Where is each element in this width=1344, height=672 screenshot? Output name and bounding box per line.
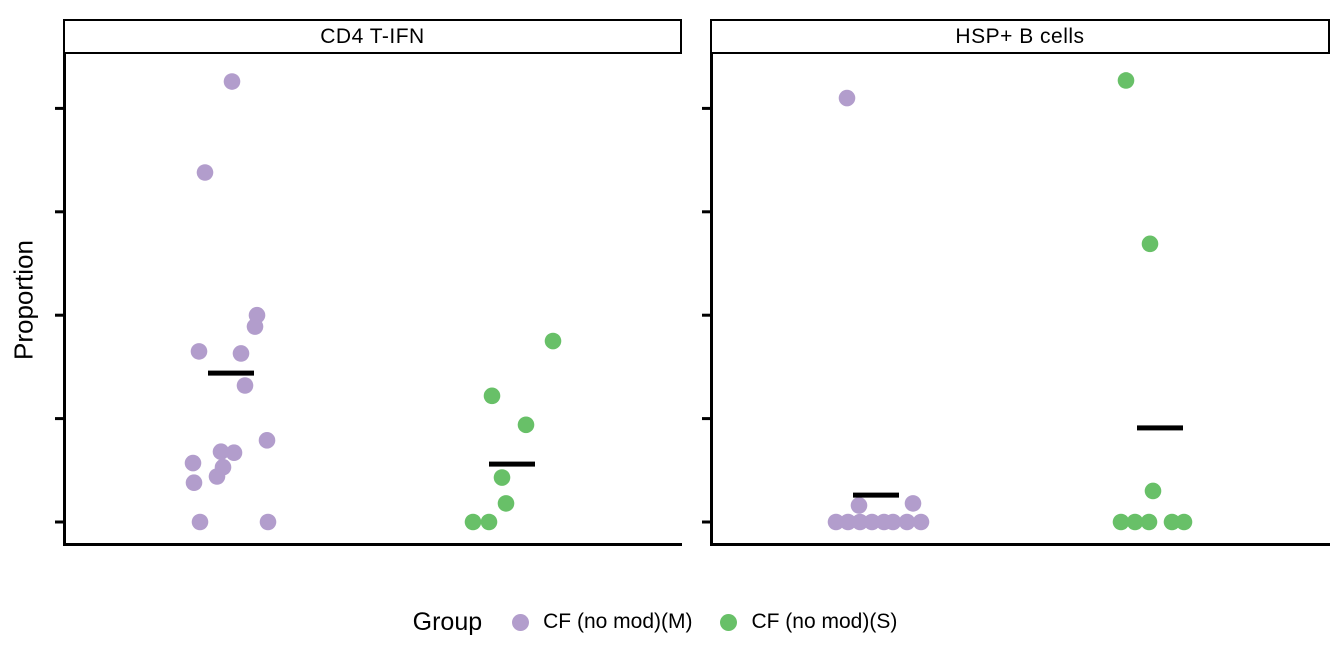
data-point [1144,482,1162,500]
legend-item: CF (no mod)(S) [720,610,897,634]
data-point [1141,235,1159,253]
data-point [191,513,209,531]
data-point [863,513,881,531]
facet-strip-hsp-b-cells: HSP+ B cells [710,19,1330,54]
data-point [190,343,208,360]
data-point [259,513,277,531]
data-point [480,513,498,531]
median-bar [853,492,899,498]
facet-title: CD4 T-IFN [320,24,425,48]
data-point [1175,513,1193,531]
data-point [1126,513,1144,531]
legend-dot-icon [720,613,738,631]
facet-title: HSP+ B cells [955,24,1085,48]
data-point [212,443,230,460]
data-point [464,513,482,531]
data-point [232,345,250,362]
data-point [851,513,869,531]
data-point [912,513,930,531]
median-bar [1137,425,1183,431]
data-point [838,89,856,107]
data-point [1112,513,1130,531]
median-bar [208,370,254,376]
data-point [497,495,515,512]
data-point [184,454,202,472]
data-point [223,73,241,90]
data-point [483,387,501,405]
data-point [827,513,845,531]
data-point [850,497,868,514]
data-point [493,469,511,486]
data-point [246,318,264,335]
data-point [898,513,916,531]
data-point [236,377,254,394]
data-point [544,332,562,350]
legend-dot-icon [512,613,530,631]
data-point [1117,72,1135,89]
data-point [1163,513,1181,531]
legend: Group CF (no mod)(M) CF (no mod)(S) [0,600,1327,644]
data-point [225,444,243,462]
data-point [185,474,203,492]
facet-strip-cd4-t-ifn: CD4 T-IFN [63,19,682,54]
legend-title: Group [412,607,483,636]
legend-item-label: CF (no mod)(S) [751,610,898,633]
data-point [196,164,214,181]
data-point [839,513,857,531]
data-point [517,416,535,434]
legend-item: CF (no mod)(M) [512,610,692,634]
median-bar [489,461,535,467]
data-point [258,432,276,449]
data-point [208,468,226,485]
data-point [884,513,902,531]
data-point [1140,513,1158,531]
legend-item-label: CF (no mod)(M) [543,610,693,633]
data-point [904,495,922,512]
